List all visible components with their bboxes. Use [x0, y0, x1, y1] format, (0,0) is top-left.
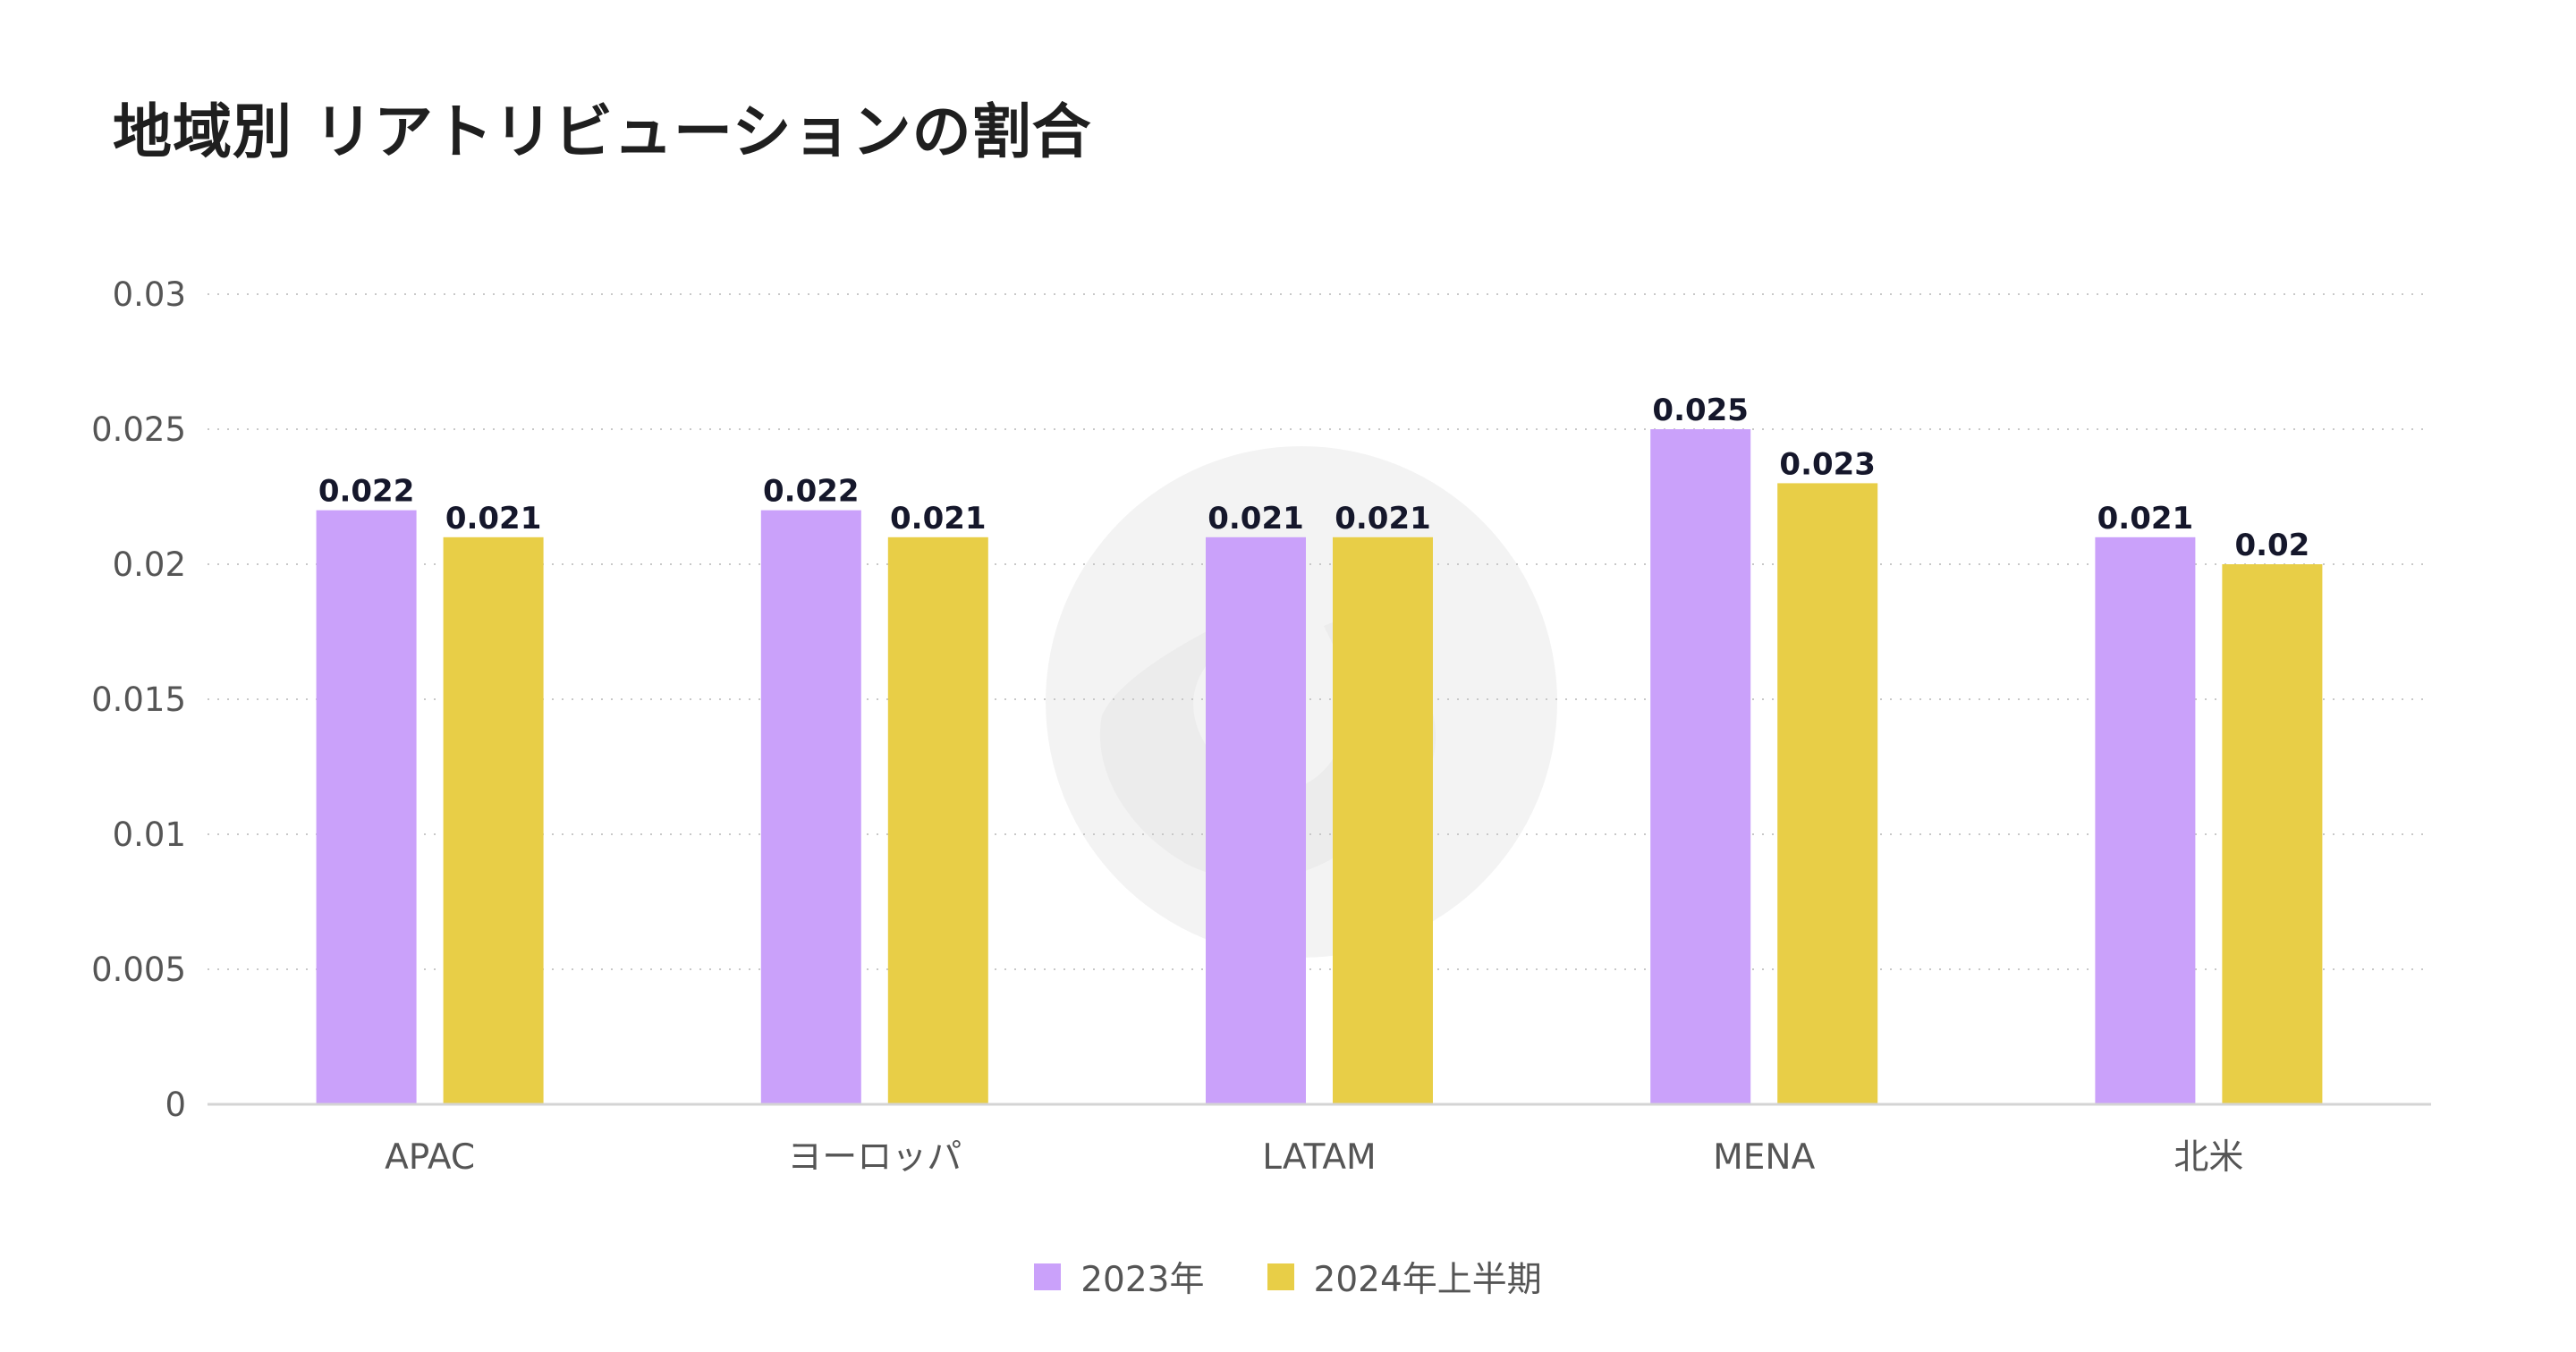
data-label: 0.022	[318, 474, 415, 510]
bar-s2024h1-0[interactable]	[443, 537, 544, 1104]
data-label: 0.021	[445, 501, 542, 537]
grid-lines	[208, 293, 2431, 970]
bar-s2024h1-1[interactable]	[887, 537, 988, 1104]
y-tick-label: 0.005	[91, 951, 186, 989]
data-label: 0.023	[1779, 446, 1876, 482]
data-label: 0.02	[2234, 528, 2309, 563]
y-tick-label: 0.02	[113, 545, 186, 584]
bar-s2024h1-2[interactable]	[1333, 537, 1433, 1104]
bar-s2023-4[interactable]	[2095, 537, 2196, 1104]
bar-s2024h1-3[interactable]	[1777, 483, 1878, 1104]
legend-label-2023: 2023年	[1080, 1260, 1205, 1300]
data-label: 0.021	[1208, 501, 1304, 537]
legend-swatch-2024-h1	[1267, 1263, 1294, 1290]
data-label: 0.021	[890, 501, 987, 537]
data-labels: 0.022 0.021 0.022 0.021 0.021 0.021 0.025 0.023…	[318, 393, 2310, 563]
legend-label-2024-h1: 2024年上半期	[1313, 1260, 1542, 1300]
legend-item-2023[interactable]: 2023年	[1034, 1252, 1205, 1302]
legend-swatch-2023	[1034, 1263, 1062, 1290]
x-tick-label: 北米	[2174, 1137, 2243, 1178]
bar-s2024h1-4[interactable]	[2222, 564, 2323, 1104]
y-axis-ticks: 0 0.005 0.01 0.015 0.02 0.025 0.03	[91, 275, 186, 1124]
legend: 2023年 2024年上半期	[0, 1252, 2576, 1302]
legend-item-2024-h1[interactable]: 2024年上半期	[1267, 1252, 1542, 1302]
x-tick-label: APAC	[385, 1137, 475, 1178]
y-tick-label: 0	[165, 1086, 186, 1124]
bar-s2023-1[interactable]	[760, 510, 861, 1104]
x-axis-ticks: APAC ヨーロッパ LATAM MENA 北米	[385, 1137, 2243, 1178]
bar-s2023-0[interactable]	[316, 510, 417, 1104]
x-tick-label: MENA	[1713, 1137, 1815, 1178]
bar-s2023-2[interactable]	[1206, 537, 1306, 1104]
chart-title: 地域別 リアトリビューションの割合	[113, 97, 1092, 166]
bar-series	[316, 429, 2323, 1104]
data-label: 0.021	[2097, 501, 2194, 537]
y-tick-label: 0.025	[91, 410, 186, 449]
y-tick-label: 0.03	[113, 275, 186, 314]
data-label: 0.025	[1652, 393, 1749, 428]
x-tick-label: ヨーロッパ	[787, 1137, 962, 1178]
data-label: 0.022	[763, 474, 860, 510]
y-tick-label: 0.015	[91, 680, 186, 719]
data-label: 0.021	[1335, 501, 1431, 537]
x-tick-label: LATAM	[1262, 1137, 1376, 1178]
bar-s2023-3[interactable]	[1650, 429, 1751, 1104]
y-tick-label: 0.01	[113, 815, 186, 854]
